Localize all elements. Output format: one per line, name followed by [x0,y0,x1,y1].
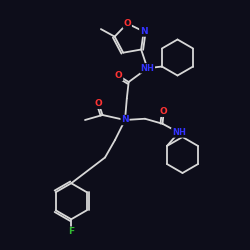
Text: O: O [160,107,168,116]
Text: O: O [124,19,131,28]
Text: NH: NH [172,128,186,137]
Text: N: N [140,27,147,36]
Text: F: F [68,227,74,236]
Text: O: O [95,99,103,108]
Text: NH: NH [140,64,154,73]
Text: O: O [115,71,122,80]
Text: N: N [121,116,129,124]
